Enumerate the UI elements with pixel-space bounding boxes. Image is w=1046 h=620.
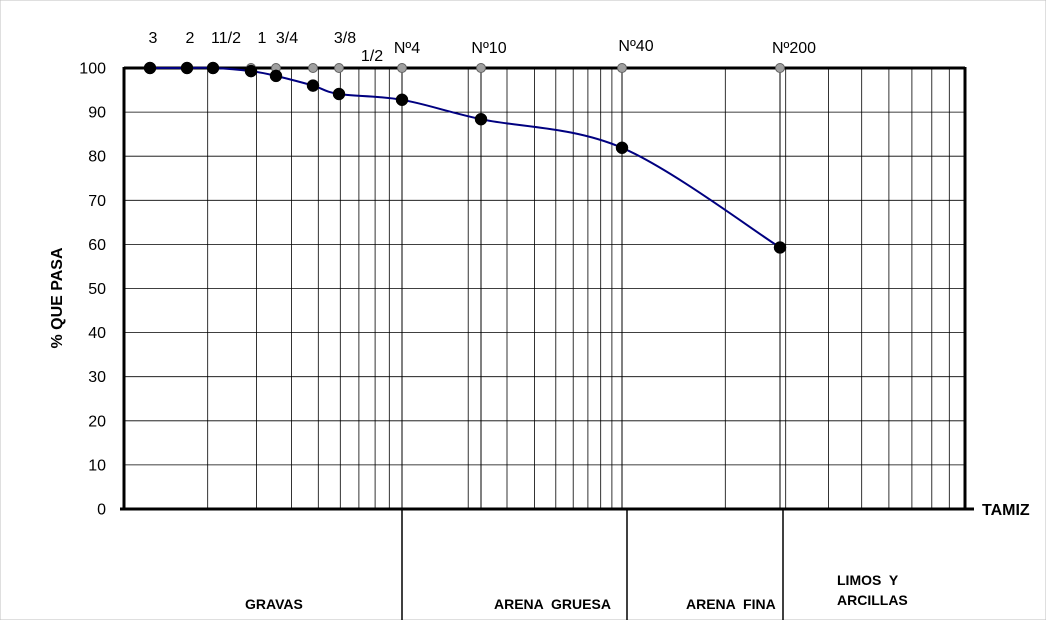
y-tick-label: 0: [97, 502, 106, 519]
sieve-label: Nº4: [394, 40, 420, 57]
data-point: [474, 112, 488, 126]
y-tick-label: 80: [88, 149, 106, 166]
data-point: [244, 64, 258, 78]
y-tick-label: 30: [88, 369, 106, 386]
sieve-reference-marker: [397, 63, 407, 73]
data-point: [615, 141, 629, 155]
sieve-reference-marker: [334, 63, 344, 73]
y-tick-label: 90: [88, 105, 106, 122]
data-point: [306, 79, 320, 92]
zone-label: ARENA GRUESA: [494, 596, 611, 612]
sieve-reference-marker: [308, 63, 318, 73]
data-point: [332, 87, 346, 101]
sieve-reference-marker: [775, 63, 785, 73]
data-point: [773, 241, 787, 254]
y-tick-label: 70: [88, 193, 106, 210]
sieve-label: 3: [149, 30, 158, 47]
y-tick-label: 100: [79, 61, 106, 78]
sieve-label: 1: [258, 30, 267, 47]
y-tick-label: 60: [88, 237, 106, 254]
zone-label: ARENA FINA: [686, 596, 776, 612]
zone-label: LIMOS Y: [837, 572, 899, 588]
sieve-label: 1/2: [361, 48, 383, 65]
sieve-label: 3/8: [334, 30, 356, 47]
sieve-label: Nº200: [772, 40, 816, 57]
data-point: [206, 61, 220, 75]
sieve-reference-marker: [617, 63, 627, 73]
y-axis-title: % QUE PASA: [49, 247, 66, 349]
data-point: [143, 61, 157, 75]
zone-label: ARCILLAS: [837, 592, 908, 608]
sieve-label: Nº10: [471, 40, 506, 57]
y-tick-label: 50: [88, 281, 106, 298]
data-point: [180, 61, 194, 75]
zone-label: GRAVAS: [245, 596, 303, 612]
sieve-label: 3/4: [276, 30, 298, 47]
sieve-label: 2: [186, 30, 195, 47]
y-tick-label: 10: [88, 457, 106, 474]
y-tick-label: 40: [88, 325, 106, 342]
x-axis-title: TAMIZ: [982, 502, 1030, 519]
data-point: [269, 69, 283, 83]
data-point: [395, 93, 409, 107]
sieve-reference-marker: [476, 63, 486, 73]
sieve-label: Nº40: [618, 38, 653, 55]
y-tick-label: 20: [88, 413, 106, 430]
sieve-label: 11/2: [211, 30, 241, 47]
